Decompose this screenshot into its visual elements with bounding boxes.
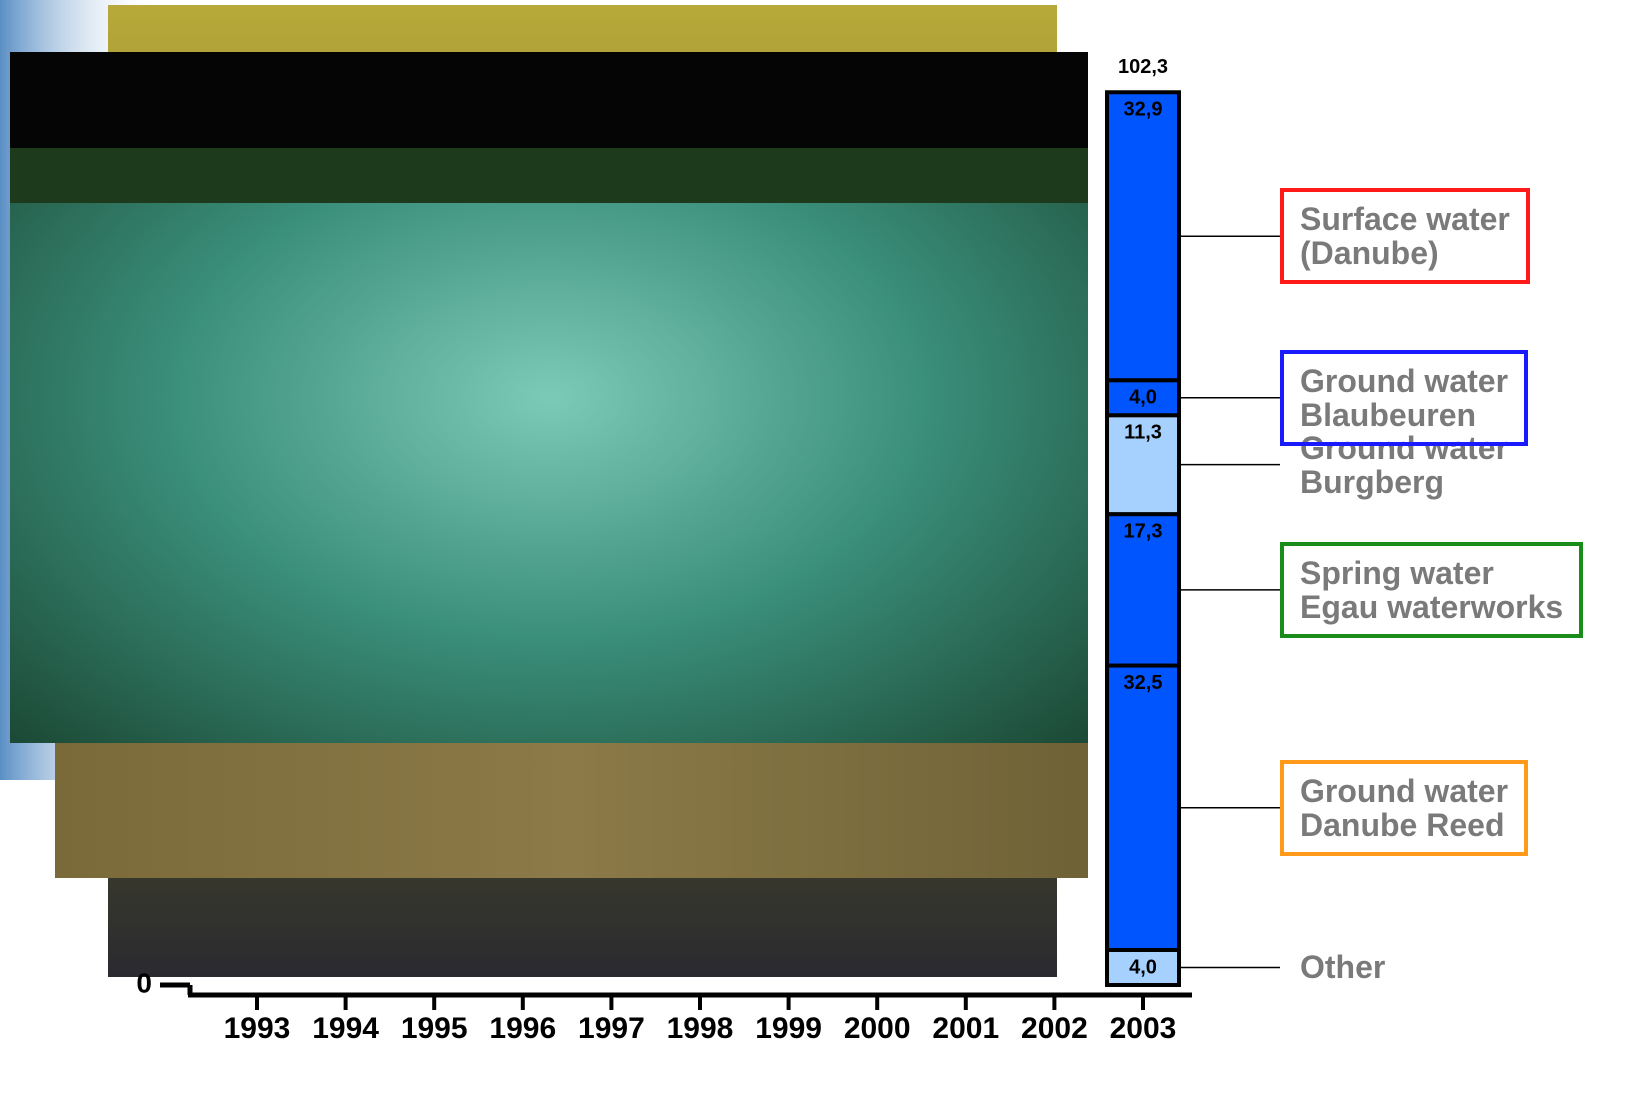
slide: 0 1993 1994 1995 1996 1997 1998 1999 2000 2001 200…	[0, 0, 1638, 1094]
data-label: 32,9	[1124, 99, 1163, 121]
data-label: 11,3	[1124, 422, 1162, 444]
data-label: 17,3	[1124, 520, 1163, 542]
x-tick-label: 1998	[667, 1012, 734, 1045]
x-tick-label: 2001	[932, 1012, 999, 1045]
legend-label: Other	[1280, 936, 1405, 998]
x-tick-label: 2000	[844, 1012, 911, 1045]
x-tick-label: 1999	[755, 1012, 822, 1045]
x-tick-label: 1997	[578, 1012, 645, 1045]
total-label: 102,3	[1118, 56, 1168, 78]
bar-segment	[1107, 92, 1179, 380]
legend-label: Spring water Egau waterworks	[1280, 542, 1583, 638]
basin-photo-top	[10, 52, 1088, 148]
x-tick-label: 2003	[1110, 1012, 1177, 1045]
x-tick-label: 1994	[312, 1012, 379, 1045]
x-tick-label: 1993	[224, 1012, 291, 1045]
basin-photo-wall	[10, 148, 1088, 203]
data-label: 4,0	[1129, 956, 1157, 978]
x-tick-label: 2002	[1021, 1012, 1088, 1045]
legend-label: Ground water Danube Reed	[1280, 760, 1528, 856]
data-label: 4,0	[1129, 386, 1157, 408]
x-tick-label: 1995	[401, 1012, 468, 1045]
legend-label: Surface water (Danube)	[1280, 188, 1530, 284]
legend-label: Ground water Blaubeuren	[1280, 350, 1528, 446]
y-tick-label: 0	[136, 967, 152, 998]
data-label: 32,5	[1124, 672, 1163, 694]
bar-segment	[1107, 666, 1179, 950]
x-tick-label: 1996	[489, 1012, 556, 1045]
